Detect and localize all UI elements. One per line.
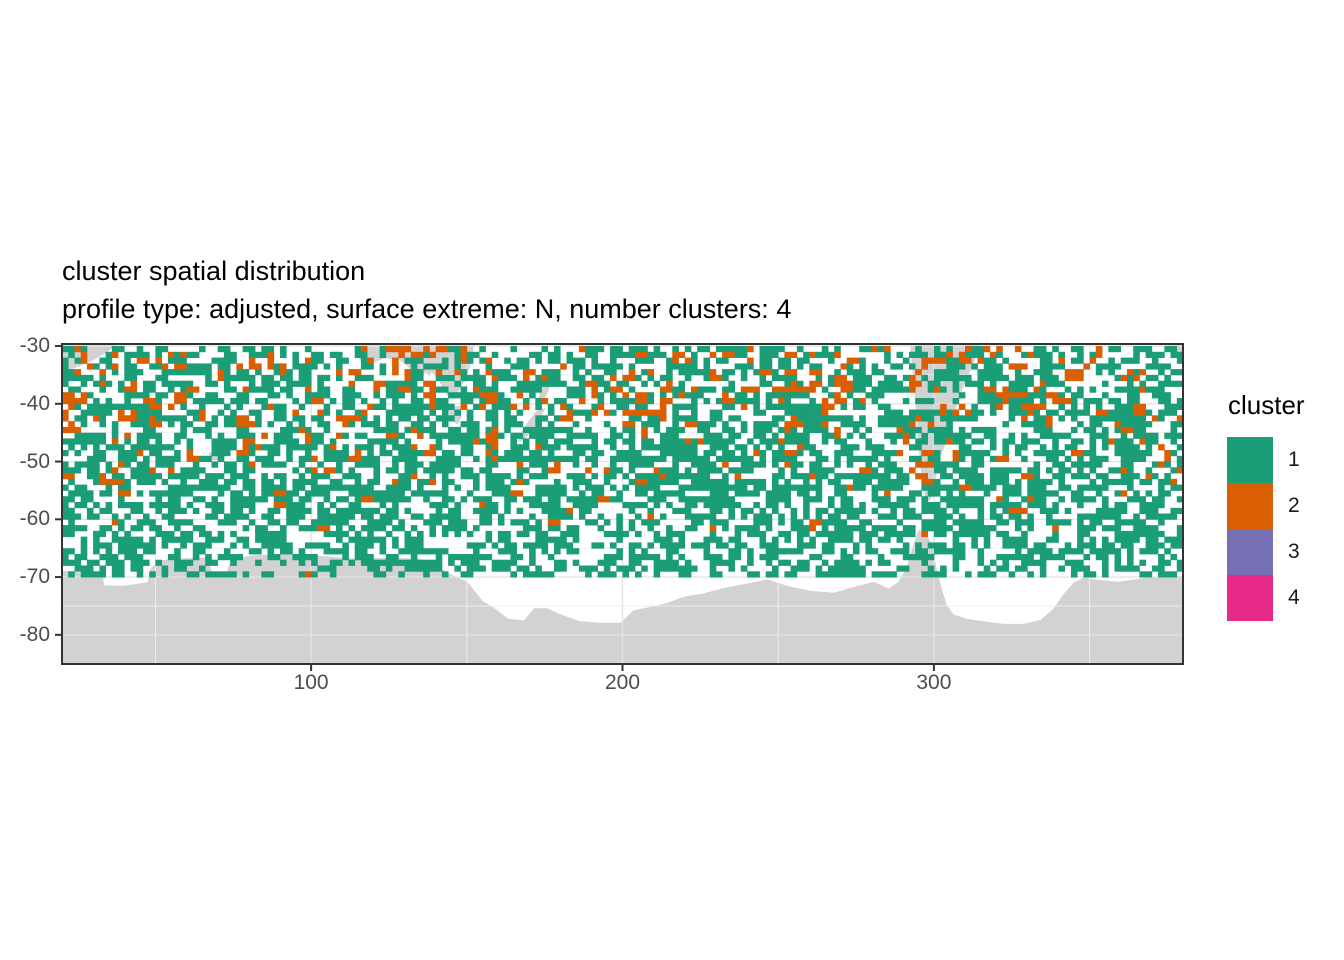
y-tick-label: -50 [19, 449, 50, 473]
cluster-tile-layer [62, 346, 1183, 578]
y-tick-label: -70 [19, 565, 50, 589]
legend-item-cluster-2: 2 [1227, 483, 1305, 529]
legend-item-cluster-3: 3 [1227, 529, 1305, 575]
x-tick-label: 100 [293, 671, 329, 694]
legend-swatch-cluster-1 [1227, 437, 1273, 483]
legend-label: 1 [1288, 448, 1300, 471]
legend-label: 4 [1288, 586, 1300, 609]
x-tick-label: 200 [604, 671, 641, 694]
legend-swatch-cluster-4 [1227, 575, 1273, 621]
legend-swatch-cluster-2 [1227, 483, 1273, 529]
y-tick-label: -80 [19, 622, 50, 646]
legend-item-cluster-4: 4 [1227, 575, 1305, 621]
chart-title: cluster spatial distribution [62, 256, 366, 286]
y-tick-label: -60 [19, 507, 50, 531]
y-tick-label: -30 [19, 334, 50, 358]
land-africa-wrap-right-edge [1169, 344, 1183, 368]
x-tick-label: 300 [916, 671, 952, 694]
y-tick-label: -40 [19, 391, 50, 415]
legend: cluster 1 2 3 4 [1227, 390, 1305, 621]
legend-label: 3 [1288, 540, 1300, 563]
legend-swatch-cluster-3 [1227, 529, 1273, 575]
legend-item-cluster-1: 1 [1227, 437, 1305, 483]
legend-label: 2 [1288, 494, 1300, 517]
axis-ticks [55, 345, 935, 671]
legend-title: cluster [1228, 390, 1305, 420]
legend-items: 1 2 3 4 [1227, 437, 1305, 621]
chart-subtitle: profile type: adjusted, surface extreme:… [62, 294, 792, 324]
